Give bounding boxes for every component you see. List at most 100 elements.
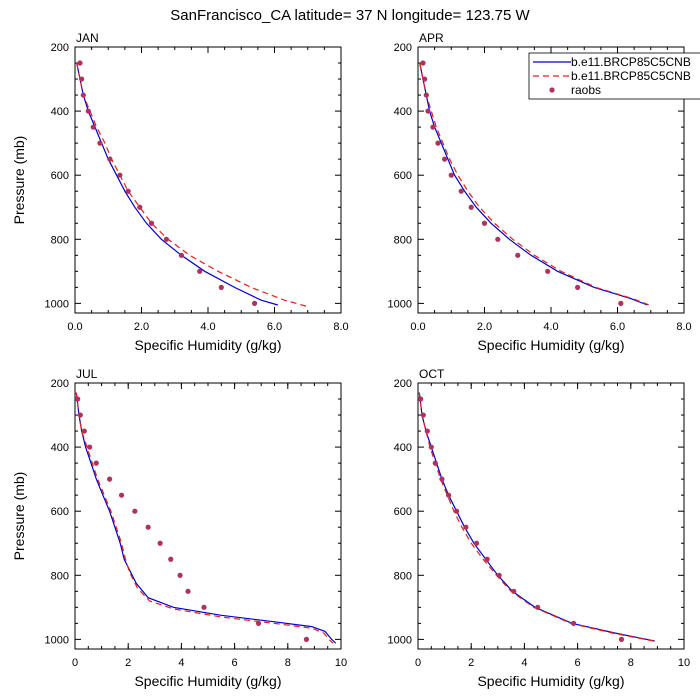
raobs-point bbox=[571, 620, 577, 626]
panel-jan: 0.0 2.0 4.0 6.0 8.0 200 400 600 800 1000 JAN Specif… bbox=[11, 31, 349, 353]
x-tick-label: 4 bbox=[521, 657, 527, 669]
y-tick-label: 200 bbox=[51, 378, 69, 390]
y-tick-label: 800 bbox=[51, 234, 69, 246]
raobs-point bbox=[439, 476, 445, 482]
raobs-point bbox=[137, 204, 143, 210]
raobs-point bbox=[178, 252, 184, 258]
raobs-point bbox=[197, 268, 203, 274]
raobs-point bbox=[515, 252, 521, 258]
x-tick-label: 2.0 bbox=[134, 321, 149, 333]
y-tick-label: 800 bbox=[394, 570, 412, 582]
raobs-point bbox=[148, 220, 155, 226]
raobs-point bbox=[106, 476, 113, 482]
panel-title-oct: OCT bbox=[419, 367, 445, 381]
x-tick-label: 8.0 bbox=[676, 321, 691, 333]
raobs-point bbox=[535, 604, 541, 610]
legend-entry: b.e11.BRCP85C5CNB bbox=[571, 69, 691, 83]
raobs-point bbox=[435, 140, 441, 146]
y-tick-label: 200 bbox=[394, 378, 412, 390]
y-tick-label: 1000 bbox=[388, 634, 412, 646]
raobs-point bbox=[85, 108, 91, 114]
y-tick-label: 400 bbox=[394, 106, 412, 118]
x-tick-label: 8 bbox=[285, 657, 291, 669]
raobs-point bbox=[80, 92, 86, 98]
x-tick-label: 6.0 bbox=[267, 321, 282, 333]
raobs-point bbox=[445, 492, 452, 498]
x-axis-label: Specific Humidity (g/kg) bbox=[477, 337, 624, 353]
y-tick-label: 200 bbox=[394, 42, 412, 54]
raobs-point bbox=[481, 220, 488, 226]
x-tick-label: 8.0 bbox=[333, 321, 348, 333]
raobs-point bbox=[448, 172, 454, 178]
model-line-solid bbox=[75, 392, 337, 644]
raobs-point bbox=[453, 508, 460, 514]
panels: 0.0 2.0 4.0 6.0 8.02004006008001000JANSpecif… bbox=[11, 31, 692, 689]
raobs-point bbox=[77, 412, 83, 418]
x-axis-label: Specific Humidity (g/kg) bbox=[477, 673, 624, 689]
raobs-point bbox=[423, 92, 429, 98]
legend-entry: b.e11.BRCP85C5CNB bbox=[571, 55, 691, 69]
y-tick-label: 400 bbox=[51, 442, 69, 454]
x-tick-label: 2 bbox=[125, 657, 131, 669]
figure-title: SanFrancisco_CA latitude= 37 N longitude… bbox=[170, 7, 530, 24]
panel-title-jul: JUL bbox=[76, 367, 98, 381]
raobs-point bbox=[428, 444, 434, 450]
plot-frame bbox=[417, 382, 685, 650]
y-tick-label: 600 bbox=[394, 170, 412, 182]
y-axis-label: Pressure (mb) bbox=[11, 136, 27, 225]
raobs-point bbox=[618, 636, 625, 642]
panel-apr: 0.0 2.0 4.0 6.0 8.0 200 400 600 800 1000 APR Specif… bbox=[388, 31, 692, 353]
raobs-point bbox=[424, 428, 430, 434]
y-tick-label: 600 bbox=[394, 506, 412, 518]
raobs-point bbox=[90, 124, 96, 130]
raobs-point bbox=[575, 284, 581, 290]
raobs-point bbox=[458, 188, 464, 194]
raobs-point bbox=[496, 572, 502, 578]
panel-title-jan: JAN bbox=[76, 31, 99, 45]
raobs-point bbox=[87, 444, 93, 450]
x-tick-label: 0 bbox=[415, 657, 421, 669]
x-tick-label: 0.0 bbox=[67, 321, 82, 333]
x-tick-label: 2.0 bbox=[477, 321, 492, 333]
x-axis-label: Specific Humidity (g/kg) bbox=[134, 337, 281, 353]
panel-title-apr: APR bbox=[419, 31, 444, 45]
raobs-point bbox=[218, 284, 224, 290]
y-tick-label: 600 bbox=[51, 170, 69, 182]
x-tick-label: 6 bbox=[575, 657, 581, 669]
model-line-dashed bbox=[419, 62, 650, 306]
model-line-dashed bbox=[75, 392, 334, 644]
raobs-point bbox=[468, 204, 474, 210]
raobs-point bbox=[463, 524, 469, 530]
raobs-point bbox=[255, 620, 262, 626]
y-tick-label: 1000 bbox=[45, 298, 69, 310]
legend-marker bbox=[549, 87, 555, 93]
x-tick-label: 0 bbox=[72, 657, 78, 669]
raobs-point bbox=[422, 76, 428, 82]
model-line-solid bbox=[418, 392, 655, 642]
raobs-point bbox=[125, 188, 131, 194]
model-line-solid bbox=[419, 62, 648, 306]
raobs-point bbox=[420, 412, 426, 418]
raobs-point bbox=[145, 524, 151, 530]
model-line-solid bbox=[76, 62, 278, 306]
y-tick-label: 800 bbox=[394, 234, 412, 246]
y-tick-label: 200 bbox=[51, 42, 69, 54]
y-tick-label: 400 bbox=[394, 442, 412, 454]
raobs-point bbox=[495, 236, 501, 242]
raobs-point bbox=[430, 124, 436, 130]
raobs-point bbox=[201, 604, 207, 610]
x-tick-label: 4.0 bbox=[543, 321, 558, 333]
raobs-point bbox=[75, 396, 81, 402]
raobs-point bbox=[432, 460, 438, 466]
raobs-point bbox=[132, 508, 138, 514]
y-tick-label: 1000 bbox=[45, 634, 69, 646]
raobs-point bbox=[545, 268, 551, 274]
plot-frame bbox=[74, 382, 342, 650]
x-tick-label: 10 bbox=[335, 657, 347, 669]
raobs-point bbox=[168, 556, 174, 562]
x-tick-label: 4.0 bbox=[200, 321, 215, 333]
raobs-point bbox=[618, 300, 624, 306]
x-tick-label: 6.0 bbox=[610, 321, 625, 333]
